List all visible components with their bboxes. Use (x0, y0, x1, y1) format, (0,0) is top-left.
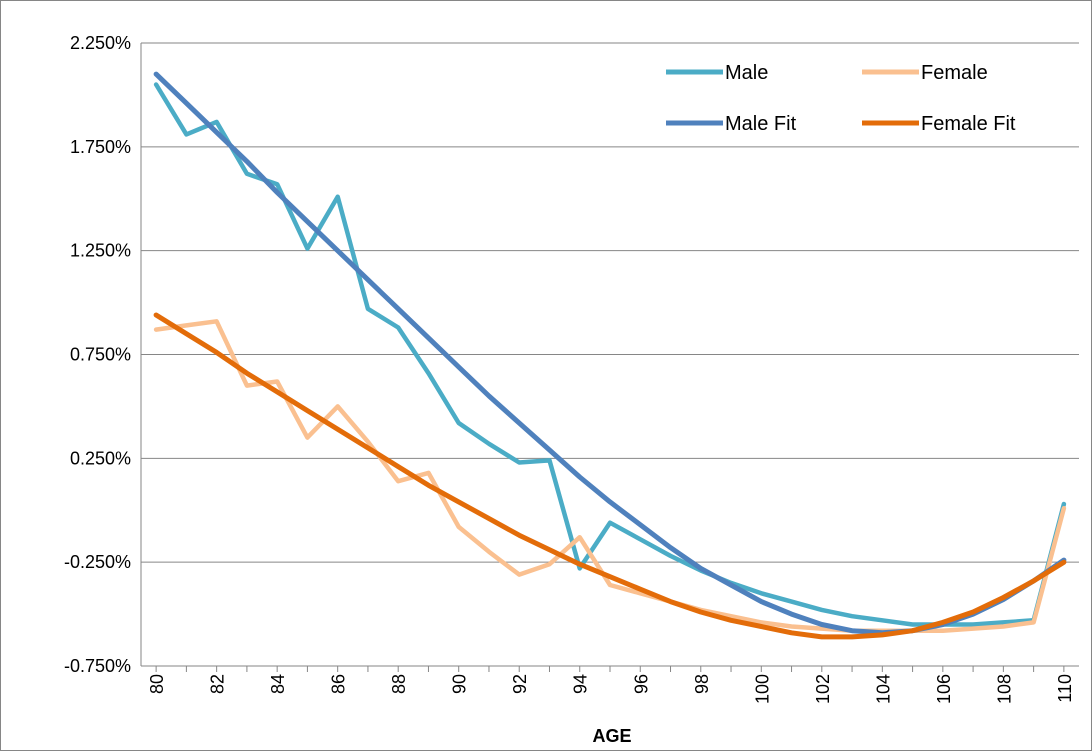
x-tick-label: 108 (994, 674, 1014, 704)
y-tick-label: 1.250% (70, 241, 131, 261)
y-tick-label: 1.750% (70, 137, 131, 157)
x-tick-label: 96 (631, 674, 651, 694)
legend-label: Male Fit (725, 113, 797, 135)
series-line-female-fit (153, 312, 1067, 640)
y-tick-label: 2.250% (70, 33, 131, 53)
x-tick-label: 94 (571, 674, 591, 694)
series-line-male (153, 82, 1067, 627)
x-axis-tick-labels: 80 82 84 86 88 90 92 94 96 98 100 102 104 106 108 110 (147, 674, 1075, 704)
x-axis-title: AGE (592, 726, 631, 746)
x-tick-label: 92 (510, 674, 530, 694)
legend-label: Female Fit (921, 113, 1016, 135)
y-tick-label: 0.250% (70, 448, 131, 468)
x-tick-label: 82 (208, 674, 228, 694)
axes (140, 43, 1079, 672)
x-tick-label: 84 (268, 674, 288, 694)
x-tick-label: 88 (389, 674, 409, 694)
x-tick-label: 80 (147, 674, 167, 694)
x-tick-label: 102 (813, 674, 833, 704)
y-tick-label: -0.750% (64, 656, 131, 676)
legend: Male Female Male Fit Female Fit (666, 62, 1016, 135)
x-tick-label: 86 (329, 674, 349, 694)
x-tick-label: 100 (752, 674, 772, 704)
x-tick-label: 110 (1055, 674, 1075, 703)
x-tick-label: 98 (692, 674, 712, 694)
x-tick-label: 90 (450, 674, 470, 694)
series-lines (153, 71, 1067, 640)
x-tick-label: 104 (873, 674, 893, 704)
legend-label: Female (921, 62, 988, 84)
y-tick-label: 0.750% (70, 345, 131, 365)
y-axis-tick-labels: 2.250% 1.750% 1.250% 0.750% 0.250% -0.250% -0.… (64, 33, 131, 676)
y-tick-label: -0.250% (64, 552, 131, 572)
legend-label: Male (725, 62, 768, 84)
x-tick-label: 106 (934, 674, 954, 704)
